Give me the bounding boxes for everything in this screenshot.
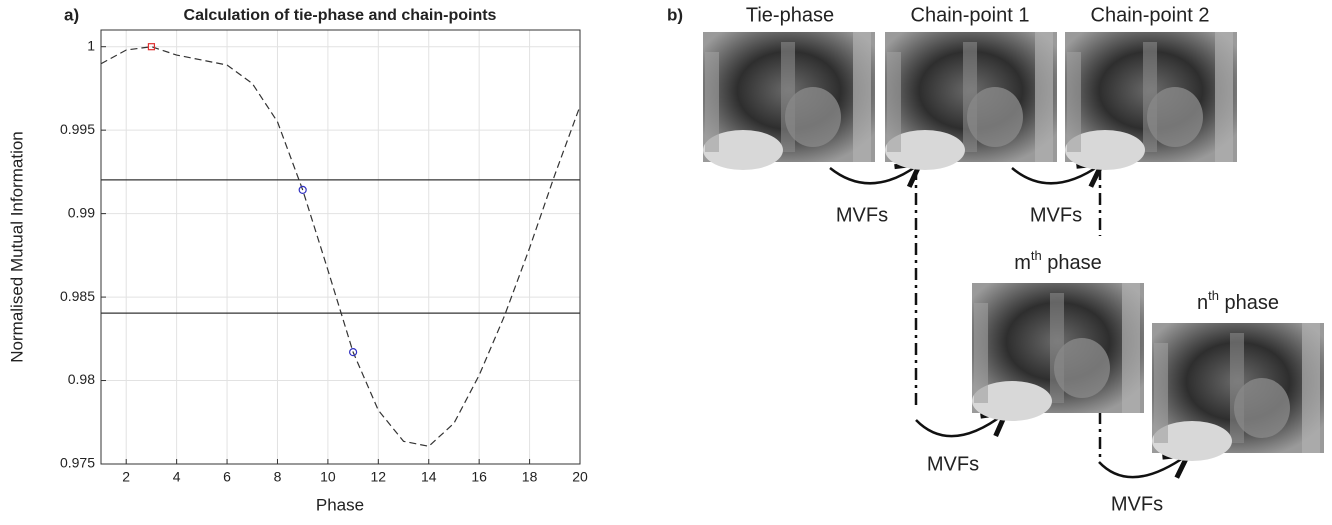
arm	[853, 32, 871, 162]
x-tick-label: 8	[274, 469, 282, 485]
x-tick-label: 6	[223, 469, 231, 485]
arm	[1067, 52, 1081, 152]
arrow-label: MVFs	[1030, 204, 1082, 226]
arrow	[1011, 165, 1100, 183]
label-part: phase	[1042, 252, 1102, 274]
label-part: th	[1208, 288, 1219, 303]
label-part: th	[1031, 248, 1042, 263]
mri-image	[703, 32, 875, 170]
arrow-label: MVFs	[836, 204, 888, 226]
arm	[887, 52, 901, 152]
label-part: phase	[1219, 292, 1279, 314]
arrow	[1098, 456, 1186, 477]
heart	[785, 87, 841, 147]
mri-image	[1152, 323, 1324, 461]
x-tick-label: 16	[471, 469, 487, 485]
arrow	[915, 414, 1004, 438]
x-tick-label: 4	[173, 469, 181, 485]
arm	[1215, 32, 1233, 162]
label-part: n	[1197, 292, 1208, 314]
y-tick-label: 0.99	[68, 204, 95, 220]
x-tick-label: 10	[320, 469, 336, 485]
arm	[1154, 343, 1168, 443]
liver	[972, 381, 1052, 421]
data-line	[100, 46, 581, 447]
y-tick-label: 0.98	[68, 371, 95, 387]
liver	[703, 130, 783, 170]
heart	[1147, 87, 1203, 147]
image-label: mth phase	[1014, 248, 1102, 274]
arm	[1122, 283, 1140, 413]
y-tick-label: 1	[87, 37, 95, 53]
panel-label: b)	[667, 5, 683, 24]
plot-area	[101, 30, 580, 464]
liver	[885, 130, 965, 170]
arrow-label: MVFs	[927, 453, 979, 475]
x-tick-label: 2	[122, 469, 130, 485]
y-tick-label: 0.975	[60, 455, 95, 471]
heart	[1054, 338, 1110, 398]
image-label: Tie-phase	[746, 4, 834, 26]
arrow-label: MVFs	[1111, 493, 1163, 515]
heart	[967, 87, 1023, 147]
x-tick-label: 18	[522, 469, 538, 485]
y-tick-label: 0.995	[60, 121, 95, 137]
liver	[1152, 421, 1232, 461]
label-part: m	[1014, 252, 1031, 274]
y-axis-label: Normalised Mutual Information	[7, 131, 26, 362]
arrow	[829, 165, 918, 183]
arm	[974, 303, 988, 403]
mri-image	[1065, 32, 1237, 170]
x-tick-label: 14	[421, 469, 437, 485]
liver	[1065, 130, 1145, 170]
arm	[1302, 323, 1320, 453]
mri-image	[972, 283, 1144, 421]
panel-label: a)	[64, 5, 79, 24]
mri-image	[885, 32, 1057, 170]
x-axis-label: Phase	[316, 495, 364, 514]
marker	[349, 348, 358, 357]
chart-title: Calculation of tie-phase and chain-point…	[184, 7, 497, 24]
plot-border	[100, 29, 581, 465]
marker	[147, 43, 156, 51]
image-label: Chain-point 1	[911, 4, 1030, 26]
arm	[1035, 32, 1053, 162]
image-label: Chain-point 2	[1091, 4, 1210, 26]
marker	[298, 185, 307, 195]
image-label: nth phase	[1197, 288, 1279, 314]
heart	[1234, 378, 1290, 438]
y-tick-label: 0.985	[60, 288, 95, 304]
arm	[705, 52, 719, 152]
x-tick-label: 12	[371, 469, 387, 485]
x-tick-label: 20	[572, 469, 588, 485]
